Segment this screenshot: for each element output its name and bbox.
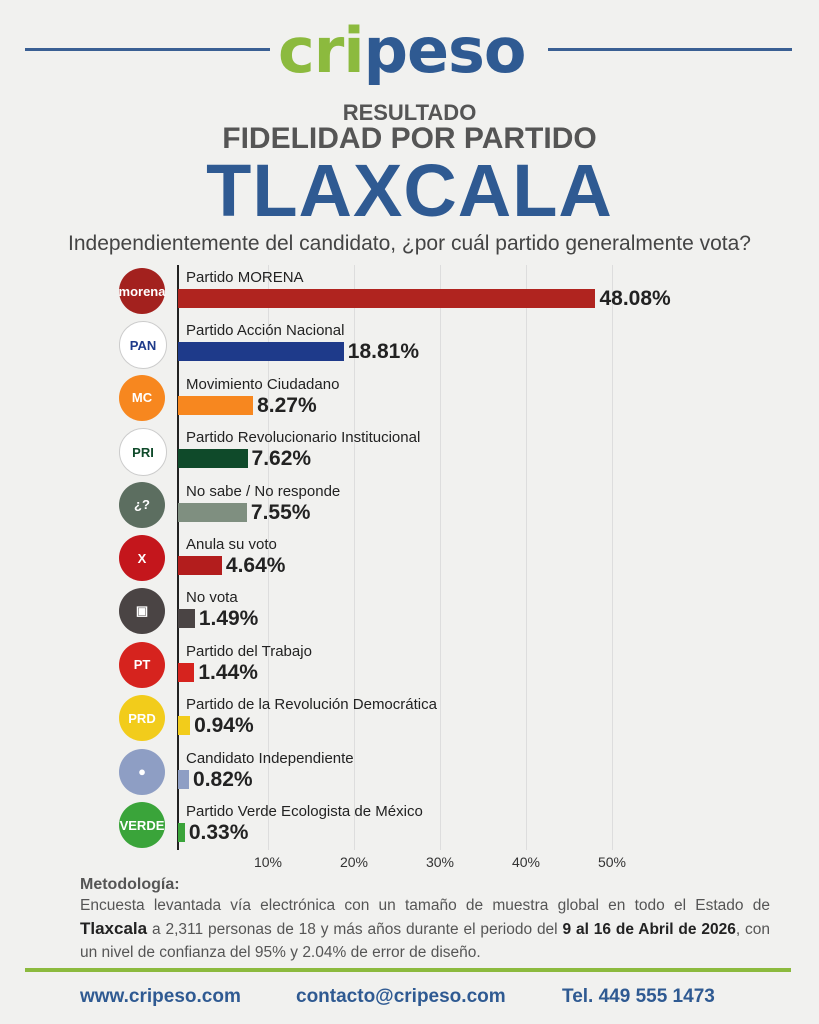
pan-logo-icon: PAN: [119, 321, 167, 370]
value-label: 0.33%: [188, 821, 249, 844]
bar: [178, 823, 185, 842]
person-icon-icon: ●: [119, 748, 165, 795]
header-line-left: [25, 48, 270, 51]
methodology-text: Encuesta levantada vía electrónica con u…: [80, 897, 771, 961]
gridline: [440, 265, 441, 850]
verde-logo-icon: VERDE: [119, 802, 165, 848]
category-label: Partido MORENA: [186, 269, 304, 286]
gridline: [526, 265, 527, 850]
header-line-right: [548, 48, 792, 51]
question-icon-icon: ¿?: [119, 481, 165, 528]
cripeso-logo: cripeso: [278, 14, 527, 87]
bar: [178, 662, 195, 682]
category-label: Partido de la Revolución Democrática: [186, 696, 437, 714]
value-label: 8.27%: [257, 393, 317, 417]
value-label: 48.08%: [599, 287, 671, 310]
value-label: 18.81%: [347, 340, 419, 364]
category-label: Movimiento Ciudadano: [186, 375, 340, 393]
bar: [178, 342, 344, 362]
prd-logo-icon: PRD: [119, 695, 165, 742]
website-link[interactable]: www.cripeso.com: [80, 986, 241, 1007]
question: Independientemente del candidato, ¿por c…: [68, 232, 751, 255]
state-title: TLAXCALA: [206, 149, 613, 232]
x-tick-label: 20%: [339, 854, 369, 870]
footer-divider: [25, 968, 791, 972]
mc-logo-icon: MC: [119, 374, 165, 421]
value-label: 1.49%: [198, 607, 259, 631]
gridline: [354, 265, 355, 850]
category-label: Partido Verde Ecologista de México: [186, 803, 423, 820]
email-link[interactable]: contacto@cripeso.com: [296, 986, 506, 1007]
x-tick-label: 30%: [425, 854, 455, 870]
pt-logo-icon: PT: [119, 641, 165, 688]
x-icon-icon: X: [119, 535, 165, 581]
bar: [178, 289, 596, 308]
value-label: 7.55%: [250, 500, 311, 524]
title: FIDELIDAD POR PARTIDO: [222, 122, 597, 155]
bar: [178, 769, 190, 789]
category-label: Partido Revolucionario Institucional: [186, 429, 421, 447]
bar: [178, 502, 247, 522]
bar: [178, 716, 191, 736]
ballot-icon-icon: ▣: [119, 588, 165, 635]
category-label: Partido del Trabajo: [186, 642, 312, 660]
value-label: 1.44%: [198, 660, 258, 684]
bar: [178, 395, 254, 415]
x-tick-label: 10%: [253, 854, 283, 870]
subtitle: RESULTADO: [342, 100, 477, 125]
phone-number: Tel. 449 555 1473: [562, 986, 715, 1007]
value-label: 7.62%: [251, 447, 312, 471]
morena-logo-icon: morena: [119, 268, 165, 314]
category-label: Partido Acción Nacional: [186, 322, 345, 340]
methodology-title: Metodología:: [80, 876, 180, 893]
category-label: Candidato Independiente: [186, 749, 354, 767]
category-label: Anula su voto: [186, 536, 277, 553]
x-tick-label: 40%: [511, 854, 541, 870]
value-label: 4.64%: [225, 554, 286, 577]
gridline: [268, 265, 269, 850]
value-label: 0.82%: [193, 767, 253, 791]
bar: [178, 449, 248, 469]
pri-logo-icon: PRI: [119, 428, 167, 477]
category-label: No vota: [186, 589, 238, 607]
x-tick-label: 50%: [597, 854, 627, 870]
category-label: No sabe / No responde: [186, 482, 341, 500]
gridline: [612, 265, 613, 850]
value-label: 0.94%: [194, 714, 254, 738]
bar: [178, 609, 195, 629]
bar: [178, 556, 222, 575]
